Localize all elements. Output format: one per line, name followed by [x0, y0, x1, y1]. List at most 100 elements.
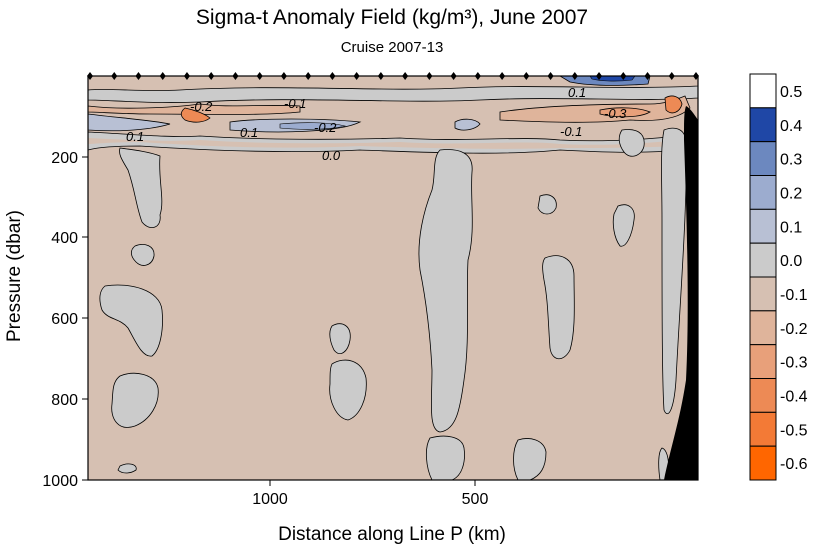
- colorbar-label: -0.6: [780, 456, 808, 473]
- x-axis: 1000 500: [252, 480, 488, 508]
- station-marker: [256, 72, 263, 80]
- orange-core-left: [180, 107, 211, 123]
- gray-tongue-1: [119, 147, 163, 229]
- orange-band-right: [499, 95, 691, 123]
- gray-patch-5: [329, 323, 351, 354]
- station-marker: [547, 72, 554, 80]
- station-marker: [329, 72, 336, 80]
- contour-label: -0.2: [314, 120, 337, 135]
- plot-frame: [87, 75, 699, 481]
- colorbar-label: -0.3: [780, 355, 808, 372]
- colorbar-swatch: [749, 344, 777, 379]
- station-marker: [232, 72, 239, 80]
- station-marker: [571, 72, 578, 80]
- station-marker: [353, 72, 360, 80]
- colorbar-label: -0.1: [780, 287, 808, 304]
- contour-label: -0.2: [190, 99, 213, 114]
- gray-patch-8: [513, 438, 547, 480]
- station-marker: [474, 72, 481, 80]
- station-marker: [377, 72, 384, 80]
- station-marker: [426, 72, 433, 80]
- contour-field: -0.2 -0.1 0.1 0.1 -0.2 0.0 0.1 -0.3 -0.1: [88, 76, 698, 480]
- colorbar-swatch: [749, 73, 777, 109]
- colorbar-swatch: [749, 107, 777, 143]
- colorbar-label: 0.2: [780, 185, 802, 202]
- y-axis: 200 400 600 800 1000: [42, 150, 88, 490]
- station-marker: [305, 72, 312, 80]
- y-tick-label: 800: [51, 392, 78, 409]
- colorbar-label: 0.5: [780, 84, 802, 101]
- station-marker: [644, 72, 651, 80]
- colorbar-swatch: [749, 411, 777, 447]
- colorbar-swatch: [749, 208, 777, 244]
- x-axis-label: Distance along Line P (km): [278, 524, 506, 545]
- chart-title: Sigma-t Anomaly Field (kg/m³), June 2007: [196, 6, 588, 29]
- gray-layer-gap: [88, 138, 680, 149]
- station-marker: [87, 72, 93, 80]
- station-marker: [111, 72, 118, 80]
- colorbar-label: -0.2: [780, 321, 808, 338]
- surface-band-upper: [88, 76, 698, 91]
- station-marker: [208, 72, 215, 80]
- y-tick-label: 600: [51, 311, 78, 328]
- y-tick-label: 400: [51, 230, 78, 247]
- station-marker: [402, 72, 409, 80]
- colorbar-label: 0.3: [780, 152, 802, 169]
- orange-band-left: [88, 103, 301, 115]
- y-tick-label: 1000: [42, 473, 78, 490]
- contour-label: 0.1: [568, 85, 586, 100]
- contour-label: 0.1: [126, 129, 144, 144]
- colorbar-swatch: [749, 445, 777, 481]
- station-marker: [693, 72, 699, 80]
- gray-patch-2: [99, 284, 163, 357]
- station-marker: [523, 72, 530, 80]
- colorbar-swatch: [749, 242, 777, 278]
- seafloor-bathymetry: [664, 106, 698, 480]
- station-markers: [87, 72, 699, 80]
- y-axis-label: Pressure (dbar): [4, 210, 25, 342]
- station-marker: [135, 72, 142, 80]
- colorbar-swatch: [749, 141, 777, 177]
- colorbar-swatch: [749, 378, 777, 413]
- blue-lens-left: [88, 113, 171, 132]
- station-marker: [280, 72, 287, 80]
- gray-patch-4: [117, 463, 137, 474]
- contour-label: -0.1: [560, 124, 582, 139]
- station-marker: [183, 72, 190, 80]
- contour-label: -0.1: [284, 96, 306, 111]
- gray-patch-1: [130, 244, 155, 266]
- gray-patch-6: [329, 359, 367, 421]
- contour-label: 0.0: [322, 148, 341, 163]
- colorbar-label: 0.1: [780, 219, 802, 236]
- colorbar-label: 0.0: [780, 253, 802, 270]
- chart-subtitle: Cruise 2007-13: [341, 39, 444, 56]
- colorbar-label: 0.4: [780, 118, 802, 135]
- orange-core-right: [599, 107, 651, 118]
- x-tick-label: 500: [462, 491, 489, 508]
- blue-lens-core: [279, 122, 347, 130]
- colorbar-swatch: [749, 175, 777, 210]
- gray-patch-11: [618, 129, 645, 157]
- orange-core-edge: [664, 95, 683, 114]
- station-marker: [159, 72, 166, 80]
- gray-patch-3: [111, 372, 159, 428]
- y-tick-label: 200: [51, 150, 78, 167]
- gray-patch-7: [426, 435, 465, 480]
- gray-tongue-2: [418, 149, 473, 433]
- gray-patch-9: [537, 194, 557, 215]
- colorbar: 0.5 0.4 0.3 0.2 0.1 0.0 -0.1 -0.2 -0.3 -0.4 -0.5 -0…: [749, 73, 808, 481]
- station-marker: [668, 72, 675, 80]
- x-tick-label: 1000: [252, 491, 288, 508]
- colorbar-swatch: [749, 310, 777, 346]
- station-marker: [596, 72, 603, 80]
- contour-label: 0.1: [240, 125, 258, 140]
- colorbar-label: -0.4: [780, 388, 808, 405]
- gray-patch-10: [612, 204, 635, 247]
- station-marker: [620, 72, 627, 80]
- station-marker: [450, 72, 457, 80]
- contour-label: -0.3: [604, 106, 627, 121]
- station-marker: [499, 72, 506, 80]
- colorbar-swatch: [749, 276, 777, 312]
- gray-tongue-3: [542, 255, 575, 360]
